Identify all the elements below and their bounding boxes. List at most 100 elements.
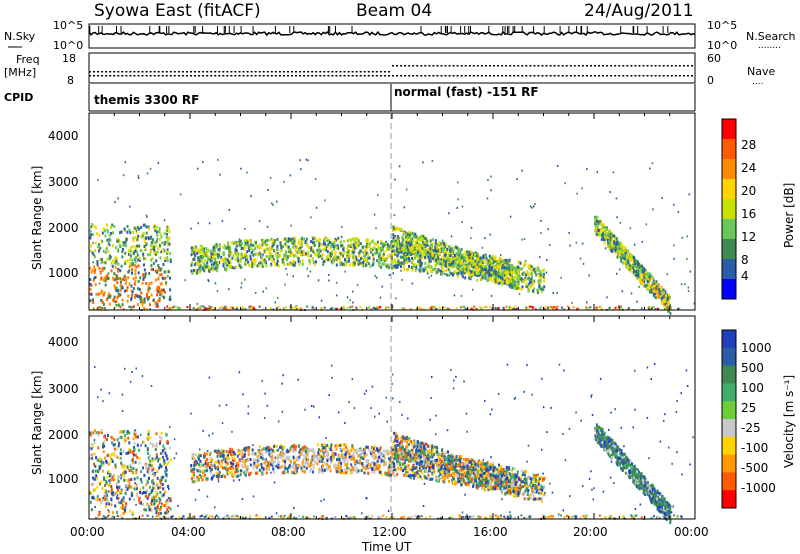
nave-dot — [424, 75, 427, 77]
echo-cell — [143, 240, 146, 244]
echo-cell — [94, 283, 97, 286]
echo-cell — [117, 197, 119, 200]
echo-cell — [665, 294, 667, 298]
sky-right-label-line: ........ — [758, 41, 781, 51]
echo-cell — [261, 462, 264, 466]
echo-cell — [143, 257, 146, 261]
echo-cell — [645, 272, 648, 276]
echo-cell — [442, 262, 445, 266]
echo-cell — [112, 298, 115, 302]
echo-cell — [512, 266, 515, 270]
echo-cell — [461, 262, 464, 266]
echo-cell — [482, 271, 485, 275]
echo-cell — [136, 238, 139, 241]
echo-cell — [383, 243, 386, 247]
nave-dot — [674, 75, 677, 77]
echo-cell — [435, 478, 438, 482]
echo-cell — [595, 215, 598, 219]
echo-cell — [540, 272, 543, 276]
echo-cell — [392, 226, 395, 230]
echo-cell — [312, 307, 315, 310]
echo-cell — [488, 265, 491, 269]
echo-cell — [137, 279, 140, 283]
freq-dot — [371, 71, 374, 73]
freq-dot — [577, 65, 580, 67]
echo-cell — [405, 231, 407, 234]
echo-cell — [342, 447, 345, 451]
echo-cell — [419, 475, 422, 479]
echo-cell — [198, 270, 201, 274]
echo-cell — [193, 263, 196, 267]
echo-cell — [636, 266, 639, 270]
echo-cell — [441, 263, 444, 267]
echo-cell — [122, 248, 124, 251]
echo-cell — [662, 295, 665, 299]
echo-cell — [380, 249, 382, 253]
echo-cell — [411, 257, 413, 260]
nave-dot — [678, 75, 681, 77]
echo-cell — [607, 232, 610, 236]
echo-cell — [140, 226, 143, 229]
echo-cell — [134, 256, 137, 260]
echo-cell — [385, 264, 388, 268]
echo-cell — [121, 255, 124, 259]
echo-cell — [142, 305, 145, 308]
echo-cell — [326, 255, 329, 259]
nave-dot — [242, 75, 245, 77]
echo-cell — [293, 261, 295, 265]
echo-cell — [97, 292, 100, 296]
echo-cell — [454, 262, 457, 266]
echo-cell — [319, 237, 322, 241]
echo-cell — [212, 268, 215, 272]
echo-cell — [371, 239, 374, 243]
echo-cell — [434, 239, 437, 243]
echo-cell — [166, 259, 169, 263]
nave-dot — [141, 75, 144, 77]
echo-cell — [283, 253, 286, 257]
nave-dot — [214, 75, 217, 77]
echo-cell — [399, 246, 402, 250]
echo-cell — [663, 308, 666, 311]
echo-cell — [261, 265, 264, 268]
echo-cell — [603, 241, 606, 245]
echo-cell — [387, 254, 390, 258]
echo-cell — [433, 259, 435, 263]
echo-cell — [650, 307, 653, 310]
echo-cell — [340, 240, 342, 244]
echo-cell — [365, 459, 368, 463]
echo-cell — [363, 252, 366, 256]
echo-cell — [312, 241, 314, 245]
echo-cell — [320, 307, 323, 310]
echo-cell — [532, 289, 534, 293]
echo-cell — [511, 469, 513, 472]
echo-cell — [402, 267, 405, 271]
echo-cell — [662, 299, 665, 303]
freq-dot — [351, 71, 354, 73]
echo-cell — [300, 250, 303, 254]
echo-cell — [451, 250, 454, 254]
echo-cell — [206, 261, 209, 265]
echo-cell — [108, 254, 111, 258]
echo-cell — [480, 307, 483, 310]
echo-cell — [534, 267, 537, 271]
echo-cell — [484, 265, 487, 269]
echo-cell — [436, 252, 439, 256]
echo-cell — [254, 247, 257, 250]
echo-cell — [614, 249, 617, 252]
echo-cell — [370, 452, 373, 455]
echo-cell — [191, 246, 194, 250]
echo-cell — [461, 220, 463, 223]
echo-cell — [222, 251, 225, 255]
echo-cell — [448, 263, 451, 266]
echo-cell — [510, 285, 513, 289]
freq-dot — [274, 71, 277, 73]
nave-dot — [230, 75, 233, 77]
echo-cell — [118, 244, 121, 248]
echo-cell — [647, 284, 650, 288]
echo-cell — [294, 248, 297, 252]
echo-cell — [261, 258, 264, 262]
echo-cell — [401, 261, 404, 265]
echo-cell — [336, 255, 339, 259]
echo-cell — [394, 264, 397, 268]
freq-right-tick-top: 60 — [707, 52, 721, 65]
